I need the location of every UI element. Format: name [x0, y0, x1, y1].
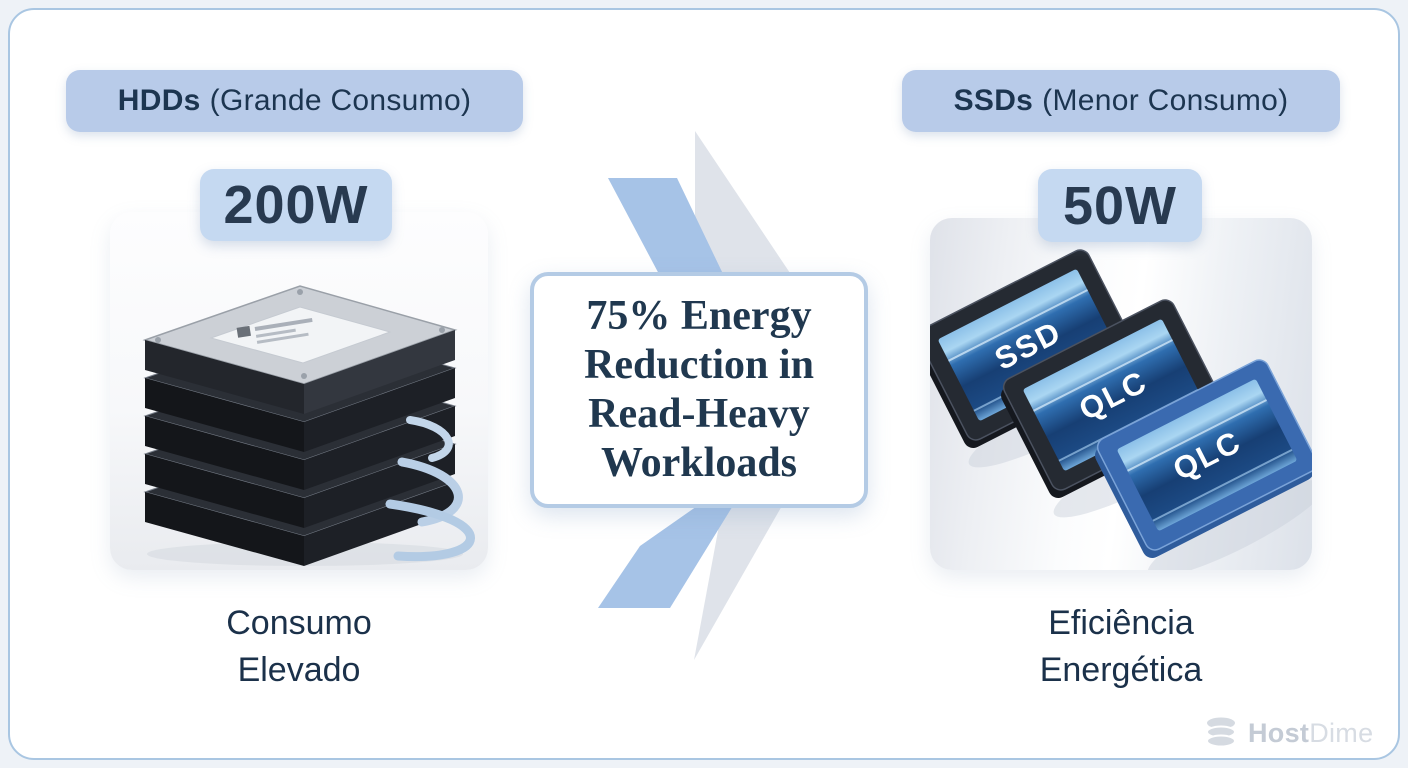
headline-line-1: 75% Energy	[586, 293, 812, 339]
ssd-caption-line-1: Eficiência	[1048, 604, 1194, 642]
hdd-caption: Consumo Elevado	[110, 600, 488, 694]
hostdime-logo: Host Dime	[1204, 716, 1373, 750]
headline-line-4: Workloads	[600, 440, 798, 486]
ssd-drive-1: SSD	[930, 249, 1139, 448]
ssd-header-rest: (Menor Consumo)	[1042, 84, 1289, 117]
ssd-photo-card: SSD QLC QLC	[930, 218, 1312, 570]
stacked-layers-icon	[1206, 717, 1236, 748]
hdd-header-rest: (Grande Consumo)	[209, 84, 472, 117]
logo-text-bold: Host	[1248, 717, 1310, 748]
ssd-drive-3: QLC	[1095, 359, 1312, 558]
ssd-wattage-badge: 50W	[1038, 169, 1202, 242]
energy-reduction-callout: 75% Energy Reduction in Read-Heavy Workl…	[530, 272, 868, 508]
ssd-caption: Eficiência Energética	[930, 600, 1312, 694]
ssd-drive-2: QLC	[1001, 299, 1224, 498]
ssd-caption-line-2: Energética	[1039, 651, 1203, 689]
hdd-label-print	[236, 317, 313, 344]
ssd-header-bold: SSDs	[953, 84, 1034, 117]
headline-line-3: Read-Heavy	[588, 391, 810, 437]
headline-line-2: Reduction in	[584, 342, 814, 388]
hdd-header-bold: HDDs	[117, 84, 201, 117]
hdd-caption-line-2: Elevado	[237, 651, 361, 689]
logo-text-light: Dime	[1309, 717, 1374, 748]
ssd-header-pill: SSDs (Menor Consumo)	[902, 70, 1340, 132]
hdd-wattage-badge: 200W	[200, 169, 392, 241]
hdd-photo-card	[110, 212, 488, 570]
hdd-stack-illustration	[142, 285, 475, 566]
hdd-drive-1-silver	[142, 285, 458, 414]
sata-cable-large	[385, 499, 475, 562]
hdd-caption-line-1: Consumo	[226, 604, 372, 642]
hdd-header-pill: HDDs (Grande Consumo)	[66, 70, 523, 132]
ssd-drives-illustration: SSD QLC QLC	[930, 249, 1312, 570]
sata-cable-small	[406, 416, 453, 462]
